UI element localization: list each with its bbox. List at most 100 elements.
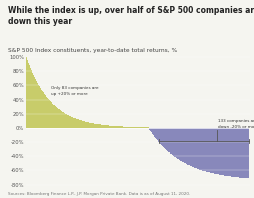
Bar	[143, 127, 144, 128]
Bar	[128, 127, 129, 128]
Bar	[207, 128, 208, 172]
Bar	[58, 109, 59, 128]
Bar	[30, 69, 31, 128]
Bar	[38, 85, 39, 128]
Bar	[43, 93, 44, 128]
Bar	[214, 128, 215, 174]
Bar	[88, 122, 89, 128]
Bar	[105, 125, 106, 128]
Bar	[130, 127, 131, 128]
Bar	[119, 126, 120, 128]
Bar	[131, 127, 132, 128]
Bar	[167, 128, 168, 151]
Bar	[46, 97, 47, 128]
Text: Sources: Bloomberg Finance L.P., J.P. Morgan Private Bank. Data is as of August : Sources: Bloomberg Finance L.P., J.P. Mo…	[8, 192, 189, 196]
Bar	[106, 125, 107, 128]
Bar	[109, 126, 110, 128]
Bar	[64, 113, 65, 128]
Bar	[222, 128, 223, 175]
Bar	[155, 128, 156, 139]
Bar	[122, 127, 123, 128]
Bar	[114, 126, 115, 128]
Bar	[152, 128, 153, 135]
Bar	[127, 127, 128, 128]
Bar	[31, 71, 32, 128]
Bar	[54, 106, 55, 128]
Bar	[82, 121, 83, 128]
Bar	[99, 124, 100, 128]
Bar	[200, 128, 201, 170]
Bar	[90, 123, 91, 128]
Bar	[171, 128, 172, 155]
Bar	[36, 81, 37, 128]
Bar	[197, 128, 198, 169]
Bar	[162, 128, 163, 147]
Bar	[125, 127, 126, 128]
Bar	[246, 128, 247, 178]
Bar	[101, 125, 102, 128]
Bar	[74, 118, 75, 128]
Bar	[144, 127, 145, 128]
Bar	[136, 127, 137, 128]
Bar	[48, 99, 49, 128]
Bar	[160, 128, 161, 144]
Bar	[232, 128, 233, 177]
Bar	[134, 127, 135, 128]
Bar	[49, 100, 50, 128]
Bar	[156, 128, 157, 140]
Bar	[241, 128, 242, 178]
Bar	[231, 128, 232, 177]
Bar	[221, 128, 222, 175]
Bar	[76, 119, 77, 128]
Bar	[225, 128, 226, 176]
Bar	[97, 124, 98, 128]
Bar	[158, 128, 159, 142]
Bar	[169, 128, 170, 153]
Bar	[185, 128, 186, 164]
Bar	[181, 128, 182, 162]
Bar	[194, 128, 195, 168]
Bar	[142, 127, 143, 128]
Bar	[244, 128, 245, 178]
Bar	[117, 126, 118, 128]
Bar	[228, 128, 229, 176]
Bar	[53, 105, 54, 128]
Bar	[98, 124, 99, 128]
Bar	[71, 117, 72, 128]
Bar	[198, 128, 199, 169]
Bar	[154, 128, 155, 137]
Bar	[141, 127, 142, 128]
Bar	[173, 128, 174, 156]
Bar	[230, 128, 231, 177]
Bar	[237, 128, 238, 177]
Bar	[138, 127, 139, 128]
Bar	[112, 126, 113, 128]
Bar	[70, 116, 71, 128]
Bar	[172, 128, 173, 156]
Bar	[174, 128, 175, 157]
Bar	[220, 128, 221, 175]
Bar	[124, 127, 125, 128]
Bar	[190, 128, 191, 166]
Bar	[159, 128, 160, 143]
Bar	[51, 103, 52, 128]
Bar	[116, 126, 117, 128]
Bar	[73, 118, 74, 128]
Bar	[247, 128, 248, 178]
Bar	[184, 128, 185, 163]
Bar	[133, 127, 134, 128]
Bar	[235, 128, 236, 177]
Bar	[94, 124, 95, 128]
Bar	[163, 128, 164, 148]
Bar	[224, 128, 225, 176]
Bar	[238, 128, 239, 178]
Bar	[78, 120, 79, 128]
Bar	[84, 121, 85, 128]
Bar	[170, 128, 171, 154]
Bar	[107, 125, 108, 128]
Bar	[179, 128, 180, 160]
Bar	[202, 128, 203, 171]
Bar	[35, 80, 36, 128]
Bar	[236, 128, 237, 177]
Bar	[137, 127, 138, 128]
